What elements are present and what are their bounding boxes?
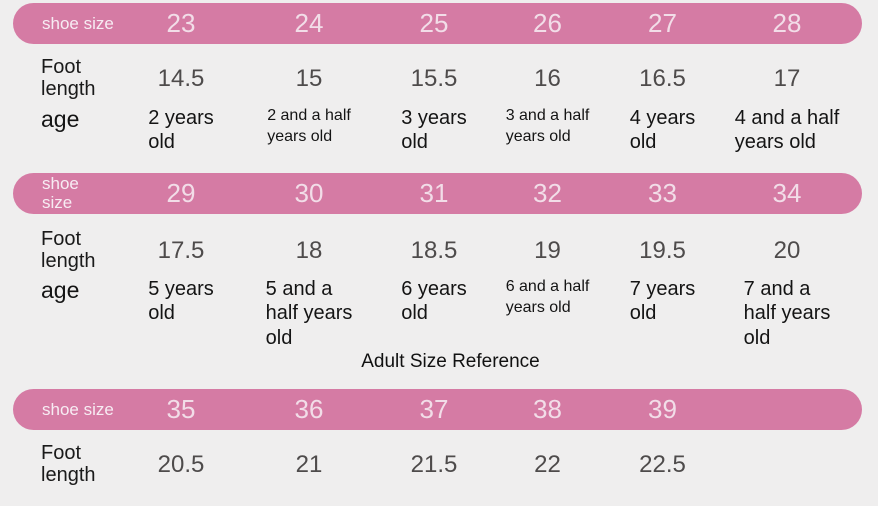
foot-length-value: 21.5 xyxy=(410,450,458,478)
foot-length-row-1: Foot length 14.5 15 15.5 16 16.5 17 xyxy=(13,55,862,103)
age-value: 2 years old xyxy=(117,106,245,155)
shoe-size-label: shoe size xyxy=(42,399,114,419)
shoe-size-value: 30 xyxy=(294,177,324,208)
foot-length-value: 15.5 xyxy=(410,65,458,92)
age-value: 4 and a half years old xyxy=(725,106,849,155)
shoe-size-value: 39 xyxy=(648,393,677,424)
shoe-size-value: 26 xyxy=(533,8,562,38)
foot-length-label: Foot length xyxy=(41,56,96,100)
foot-length-value: 20 xyxy=(773,236,801,264)
age-value-text: 7 and a half years old xyxy=(743,277,831,349)
shoe-size-value: 37 xyxy=(419,393,449,424)
age-value-text: 3 years old xyxy=(401,107,467,154)
foot-length-row-2: Foot length 17.5 18 18.5 19 19.5 20 xyxy=(13,227,862,275)
age-value: 5 years old xyxy=(117,277,245,326)
shoe-size-label: shoe size xyxy=(42,13,114,33)
shoe-size-value: 36 xyxy=(294,393,324,424)
age-value-text: 3 and a half years old xyxy=(505,107,590,145)
age-value-text: 6 years old xyxy=(401,277,467,325)
foot-length-value: 19 xyxy=(534,236,561,264)
foot-length-label: Foot length xyxy=(41,228,96,272)
adult-size-section: shoe size 35 36 37 38 39 Foot length 20.… xyxy=(13,388,862,489)
shoe-size-value: 27 xyxy=(648,8,677,38)
foot-length-value: 16.5 xyxy=(639,65,686,92)
kids-size-section-1: shoe size 23 24 25 26 27 28 Foot length … xyxy=(13,3,862,155)
shoe-size-value: 35 xyxy=(166,393,196,424)
age-label: age xyxy=(41,106,80,132)
age-value: 3 years old xyxy=(373,106,495,155)
shoe-size-header-bar-1: shoe size 23 24 25 26 27 28 xyxy=(13,3,862,44)
shoe-size-header-bar-2: shoe size 29 30 31 32 33 34 xyxy=(13,172,862,214)
age-value-text: 2 and a half years old xyxy=(267,107,351,145)
age-row-1: age 2 years old 2 and a half years old 3… xyxy=(13,106,862,155)
size-chart: shoe size 23 24 25 26 27 28 Foot length … xyxy=(13,3,862,489)
age-value: 7 and a half years old xyxy=(725,277,849,350)
foot-length-value: 18.5 xyxy=(410,236,458,264)
age-value-text: 4 and a half years old xyxy=(734,107,840,154)
age-value-text: 5 years old xyxy=(148,277,214,325)
foot-length-row-3: Foot length 20.5 21 21.5 22 22.5 xyxy=(13,441,862,489)
shoe-size-header-bar-3: shoe size 35 36 37 38 39 xyxy=(13,388,862,430)
age-label: age xyxy=(41,276,80,303)
foot-length-value: 21 xyxy=(295,450,323,478)
age-value: 5 and a half years old xyxy=(245,277,373,350)
age-value-text: 6 and a half years old xyxy=(505,277,590,316)
age-value-text: 2 years old xyxy=(148,107,214,154)
foot-length-value: 18 xyxy=(295,236,323,264)
shoe-size-value: 24 xyxy=(294,8,324,38)
age-value-text: 4 years old xyxy=(629,107,696,154)
foot-length-value: 22.5 xyxy=(639,450,686,478)
foot-length-value: 14.5 xyxy=(157,65,205,92)
age-value-text: 5 and a half years old xyxy=(265,277,353,349)
kids-size-section-2: shoe size 29 30 31 32 33 34 Foot length … xyxy=(13,172,862,350)
age-row-2: age 5 years old 5 and a half years old 6… xyxy=(13,277,862,350)
shoe-size-value: 33 xyxy=(648,177,677,208)
age-value: 2 and a half years old xyxy=(245,106,373,148)
age-value: 3 and a half years old xyxy=(495,106,600,148)
adult-size-reference-title: Adult Size Reference xyxy=(361,350,540,372)
foot-length-value: 20.5 xyxy=(157,450,205,478)
age-value: 6 years old xyxy=(373,277,495,326)
age-value: 7 years old xyxy=(600,277,725,326)
shoe-size-value: 32 xyxy=(533,177,562,208)
foot-length-value: 19.5 xyxy=(639,236,686,264)
foot-length-value: 17.5 xyxy=(157,236,205,264)
age-value-text: 7 years old xyxy=(629,277,696,325)
age-value: 6 and a half years old xyxy=(495,277,600,319)
shoe-size-value: 25 xyxy=(419,8,449,38)
foot-length-value: 22 xyxy=(534,450,561,478)
shoe-size-value: 31 xyxy=(419,177,449,208)
shoe-size-value: 28 xyxy=(772,8,802,38)
shoe-size-value: 34 xyxy=(772,177,802,208)
shoe-size-label: shoe size xyxy=(42,174,79,213)
shoe-size-value: 38 xyxy=(533,393,562,424)
foot-length-value: 15 xyxy=(295,65,323,92)
foot-length-value: 17 xyxy=(773,65,801,92)
foot-length-label: Foot length xyxy=(41,442,96,486)
shoe-size-value: 23 xyxy=(166,8,196,38)
age-value: 4 years old xyxy=(600,106,725,155)
shoe-size-value: 29 xyxy=(166,177,196,208)
foot-length-value: 16 xyxy=(534,65,561,92)
